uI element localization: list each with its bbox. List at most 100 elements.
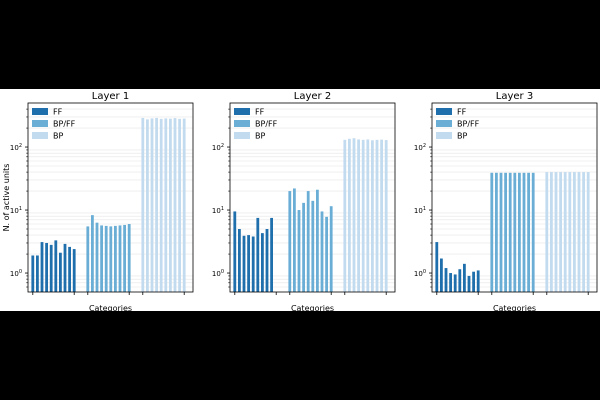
bar-bp [371, 140, 374, 292]
bar-ff [36, 255, 39, 292]
y-tick-exponent: 2 [221, 143, 224, 149]
bar-ff [467, 275, 471, 292]
bar-bp [348, 138, 351, 292]
y-axis-label: N. of active units [2, 164, 11, 232]
bar-ff [247, 235, 250, 292]
y-tick-label: 102 [414, 143, 426, 152]
y-tick-base: 10 [414, 270, 423, 278]
bar-ff [458, 269, 462, 292]
bar-bp-ff [495, 172, 498, 292]
bar-ff [463, 263, 466, 292]
panel-title: Layer 2 [294, 91, 331, 102]
bar-bp-ff [123, 224, 126, 292]
bar-ff [40, 242, 44, 292]
bar-bp [352, 138, 356, 292]
bar-ff [54, 240, 58, 292]
legend-label: BP/FF [457, 120, 480, 129]
bar-bp [178, 118, 181, 292]
legend-swatch [32, 120, 48, 127]
y-tick-exponent: 0 [221, 269, 224, 275]
bar-ff [256, 217, 260, 292]
bar-bp [550, 172, 553, 292]
bar-bp-ff [316, 189, 319, 292]
y-tick-label: 100 [10, 269, 22, 278]
legend-label: BP/FF [53, 120, 76, 129]
bar-ff [63, 243, 67, 292]
legend-swatch [436, 108, 452, 115]
legend-label: FF [457, 108, 467, 117]
bar-bp-ff [527, 172, 530, 292]
bar-bp [586, 172, 590, 292]
legend-swatch [436, 120, 452, 127]
bar-bp [146, 119, 149, 292]
y-tick-base: 10 [10, 144, 19, 152]
bar-bp-ff [311, 200, 315, 292]
y-tick-base: 10 [212, 207, 221, 215]
bar-bp [573, 172, 576, 292]
bar-bp [173, 118, 177, 292]
bar-bp-ff [288, 191, 292, 292]
legend-label: BP/FF [255, 120, 278, 129]
bar-bp-ff [522, 172, 526, 292]
legend-swatch [234, 108, 250, 115]
bar-ff [270, 217, 273, 292]
panel-title: Layer 1 [92, 91, 129, 102]
bar-bp-ff [490, 172, 494, 292]
bar-bp-ff [499, 172, 503, 292]
bar-bp [357, 139, 360, 292]
legend-label: FF [255, 108, 265, 117]
bar-bp [343, 139, 347, 292]
bar-bp [577, 172, 581, 292]
bar-bp-ff [329, 206, 333, 292]
y-tick-base: 10 [10, 270, 19, 278]
y-tick-exponent: 2 [19, 143, 22, 149]
legend-swatch [234, 132, 250, 139]
bar-bp [169, 118, 172, 292]
legend-label: BP [457, 132, 467, 141]
y-tick-label: 101 [10, 206, 22, 215]
bar-ff [251, 236, 255, 292]
y-tick-exponent: 1 [423, 206, 426, 212]
legend-swatch [32, 132, 48, 139]
bar-bp-ff [109, 226, 113, 292]
bar-bp-ff [508, 172, 512, 292]
bar-bp-ff [100, 225, 103, 292]
legend-swatch [234, 120, 250, 127]
bar-ff [261, 233, 264, 292]
bar-bp [375, 139, 379, 292]
bar-bp-ff [320, 211, 324, 292]
bar-bp-ff [504, 172, 507, 292]
bar-bp [182, 118, 186, 292]
figure: 100 101 102 Layer 1 Categories N. of active u… [0, 89, 600, 313]
y-tick-label: 100 [414, 269, 426, 278]
bar-bp [361, 139, 365, 292]
bar-ff [444, 268, 448, 292]
bar-ff [440, 258, 443, 292]
bar-bp-ff [104, 225, 108, 292]
legend: FF BP/FF BP [234, 108, 278, 141]
y-tick-base: 10 [414, 144, 423, 152]
y-tick-label: 102 [10, 143, 22, 152]
bar-bp [159, 118, 163, 292]
y-tick-base: 10 [212, 144, 221, 152]
bar-ff [435, 242, 439, 292]
bar-bp [582, 172, 585, 292]
legend-swatch [436, 132, 452, 139]
y-tick-exponent: 1 [19, 206, 22, 212]
bar-bp [366, 139, 370, 292]
y-tick-base: 10 [10, 207, 19, 215]
bar-ff [238, 229, 241, 292]
y-tick-exponent: 0 [423, 269, 426, 275]
plot-frame [229, 102, 396, 293]
bar-bp [380, 139, 383, 292]
legend-label: BP [53, 132, 63, 141]
y-tick-label: 100 [212, 269, 224, 278]
bar-bp [545, 172, 549, 292]
bar-bp [554, 172, 558, 292]
bar-bp-ff [293, 188, 296, 292]
bar-ff [45, 242, 48, 292]
y-tick-exponent: 0 [19, 269, 22, 275]
x-axis-label: Categories [291, 304, 334, 311]
